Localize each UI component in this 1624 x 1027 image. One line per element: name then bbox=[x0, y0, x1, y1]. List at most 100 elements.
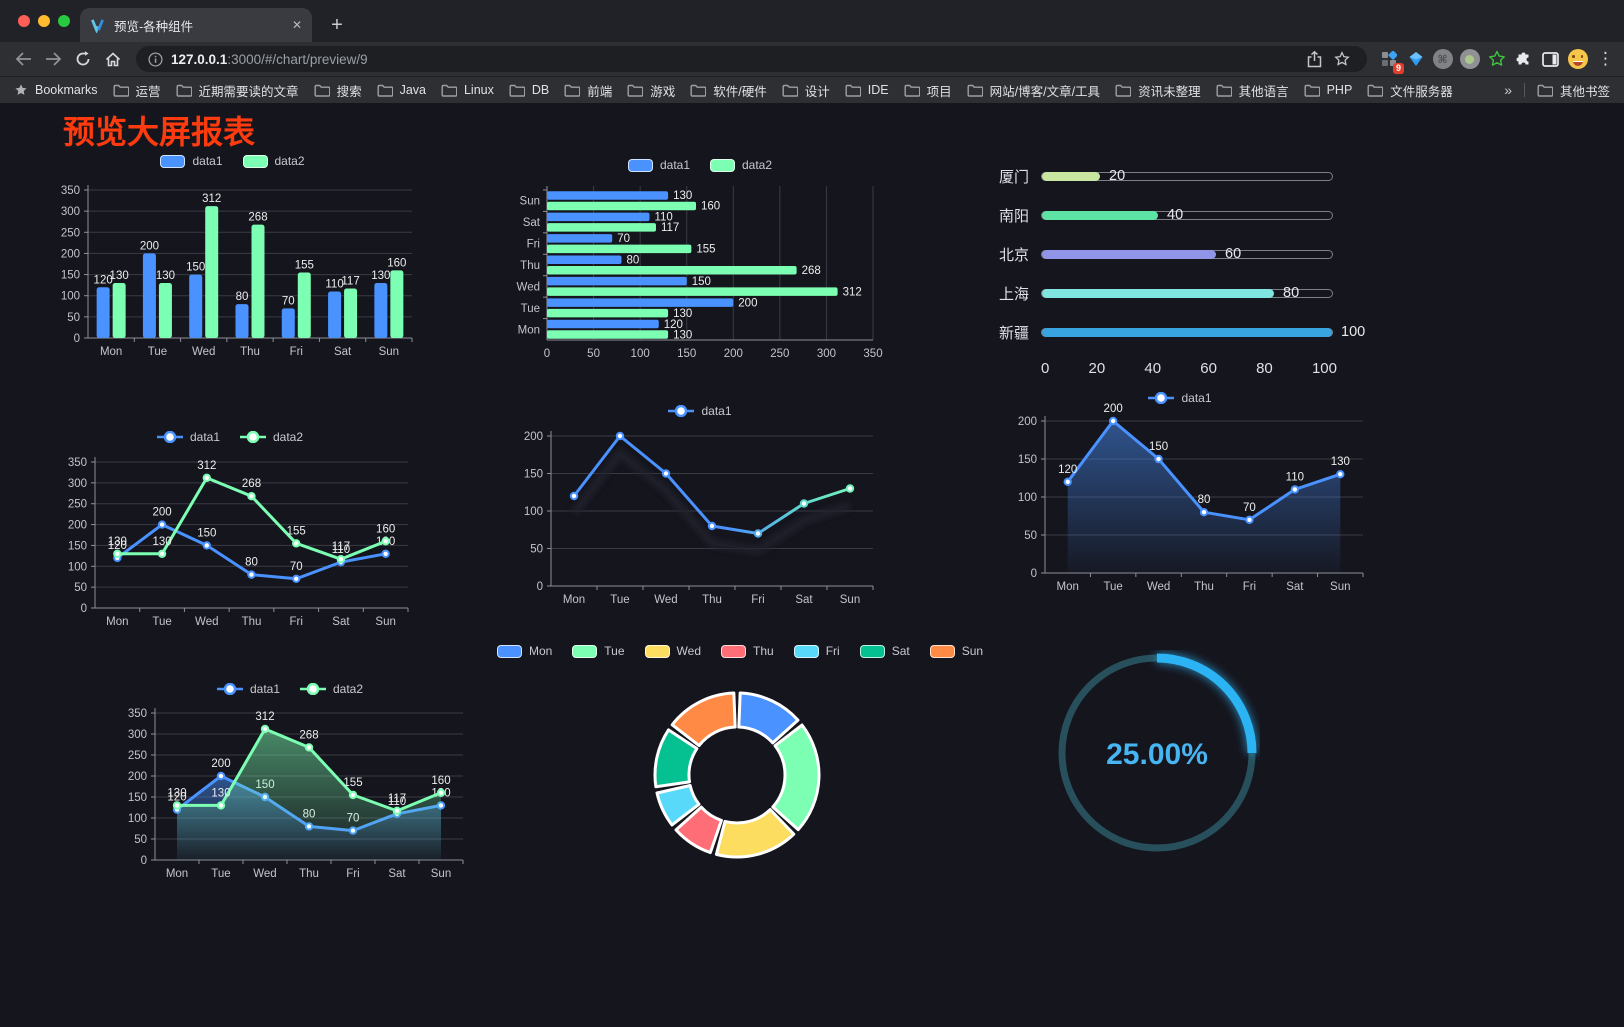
url-text[interactable]: 127.0.0.1:3000/#/chart/preview/9 bbox=[171, 52, 368, 67]
extensions-puzzle-icon[interactable] bbox=[1510, 46, 1537, 73]
legend-item-data1[interactable]: data1 bbox=[627, 158, 690, 172]
bookmark-folder[interactable]: 游戏 bbox=[627, 81, 675, 100]
extension-command-icon[interactable]: ⌘ bbox=[1429, 46, 1456, 73]
point-value-label: 155 bbox=[343, 777, 362, 789]
point-value-label: 268 bbox=[242, 478, 261, 490]
other-bookmarks-folder[interactable]: 其他书签 bbox=[1537, 81, 1610, 100]
legend-item-Thu[interactable]: Thu bbox=[721, 644, 774, 658]
extension-gem-icon[interactable] bbox=[1402, 46, 1429, 73]
back-icon[interactable] bbox=[10, 46, 36, 72]
pie-slice-Mon[interactable] bbox=[737, 691, 800, 745]
legend-item-data1[interactable]: data1 bbox=[668, 404, 732, 418]
y-tick-label: 300 bbox=[61, 206, 80, 218]
legend-line-marker bbox=[300, 683, 326, 695]
bookmark-folder[interactable]: 前端 bbox=[564, 81, 612, 100]
legend-item-data1[interactable]: data1 bbox=[160, 154, 223, 168]
bookmarks-overflow-chevron[interactable]: » bbox=[1504, 82, 1512, 98]
bar-value-label: 120 bbox=[94, 274, 113, 286]
legend-item-data2[interactable]: data2 bbox=[710, 158, 772, 172]
legend-swatch bbox=[496, 644, 522, 658]
new-tab-button[interactable]: + bbox=[331, 13, 343, 36]
legend-item-data1[interactable]: data1 bbox=[156, 430, 220, 444]
bookmark-folder[interactable]: 其他语言 bbox=[1216, 81, 1289, 100]
bookmark-folder[interactable]: 运营 bbox=[113, 81, 161, 100]
bookmark-folder[interactable]: PHP bbox=[1304, 81, 1352, 100]
side-panel-icon[interactable] bbox=[1537, 46, 1564, 73]
legend-item-data2[interactable]: data2 bbox=[242, 154, 305, 168]
bookmark-folder[interactable]: 近期需要读的文章 bbox=[176, 81, 299, 100]
x-tick-label: Sat bbox=[795, 594, 813, 606]
minimize-window-button[interactable] bbox=[38, 15, 50, 27]
bookmark-folder[interactable]: 设计 bbox=[782, 81, 830, 100]
y-tick-label: 100 bbox=[1018, 492, 1037, 504]
point-value-label: 160 bbox=[376, 523, 395, 535]
bookmarks-manager[interactable]: Bookmarks bbox=[14, 83, 98, 97]
legend-item-Wed[interactable]: Wed bbox=[644, 644, 701, 658]
legend-swatch bbox=[572, 644, 598, 658]
x-tick-label: Fri bbox=[290, 616, 303, 628]
bar-value-label: 110 bbox=[325, 278, 343, 290]
legend-item-Sat[interactable]: Sat bbox=[859, 644, 910, 658]
browser-menu-icon[interactable]: ⋮ bbox=[1597, 49, 1614, 68]
bookmark-folder[interactable]: 网站/博客/文章/工具 bbox=[967, 81, 1100, 100]
tab-close-icon[interactable]: ✕ bbox=[291, 18, 302, 32]
bookmark-folder[interactable]: Linux bbox=[441, 81, 494, 100]
hbar-data2 bbox=[547, 330, 669, 339]
legend-item-data2[interactable]: data2 bbox=[300, 682, 363, 696]
maximize-window-button[interactable] bbox=[58, 15, 70, 27]
bar-value-label: 130 bbox=[110, 270, 129, 282]
bookmark-folder[interactable]: 文件服务器 bbox=[1367, 81, 1453, 100]
legend-item-Tue[interactable]: Tue bbox=[572, 644, 625, 658]
bookmark-folder[interactable]: 软件/硬件 bbox=[690, 81, 767, 100]
pie-slice-Wed[interactable] bbox=[714, 808, 796, 859]
bookmark-folder[interactable]: DB bbox=[509, 81, 549, 100]
y-tick-label: 50 bbox=[134, 834, 147, 846]
bar-value-label: 120 bbox=[664, 319, 683, 331]
bookmark-folder[interactable]: 项目 bbox=[904, 81, 952, 100]
legend-item-data1[interactable]: data1 bbox=[1148, 391, 1212, 405]
progress-fill bbox=[1042, 211, 1158, 220]
progress-track: 20 bbox=[1041, 168, 1333, 184]
close-window-button[interactable] bbox=[18, 15, 30, 27]
pie-slice-Sun[interactable] bbox=[670, 691, 737, 748]
bookmark-folder[interactable]: 资讯未整理 bbox=[1115, 81, 1201, 100]
bookmark-folder[interactable]: IDE bbox=[845, 81, 889, 100]
progress-track: 100 bbox=[1041, 324, 1365, 340]
bookmark-star-icon[interactable] bbox=[1328, 46, 1355, 73]
legend-item-Sun[interactable]: Sun bbox=[929, 644, 983, 658]
folder-icon bbox=[441, 84, 457, 97]
point-value-label: 130 bbox=[167, 787, 186, 799]
folder-icon bbox=[1367, 84, 1384, 97]
site-info-icon[interactable] bbox=[148, 51, 163, 67]
progress-value: 60 bbox=[1225, 246, 1242, 262]
legend-swatch bbox=[859, 644, 885, 658]
pie-slice-Tue[interactable] bbox=[771, 723, 821, 832]
address-bar[interactable]: 127.0.0.1:3000/#/chart/preview/9 bbox=[136, 46, 1367, 72]
browser-tab[interactable]: 预览-各种组件 ✕ bbox=[80, 8, 312, 42]
pie-slice-Thu[interactable] bbox=[674, 805, 723, 855]
extension-green-star-icon[interactable] bbox=[1483, 46, 1510, 73]
legend-item-data1[interactable]: data1 bbox=[216, 682, 280, 696]
x-tick-label: Thu bbox=[1194, 581, 1214, 593]
forward-icon[interactable] bbox=[40, 46, 66, 72]
bookmark-folder[interactable]: 搜索 bbox=[314, 81, 362, 100]
extension-grid-icon[interactable]: 9 bbox=[1375, 46, 1404, 74]
x-tick-label: Mon bbox=[100, 346, 122, 358]
legend-item-data2[interactable]: data2 bbox=[240, 430, 303, 444]
data-point bbox=[845, 484, 855, 493]
progress-value: 80 bbox=[1283, 285, 1300, 301]
legend-item-Mon[interactable]: Mon bbox=[496, 644, 552, 658]
bar-value-label: 160 bbox=[701, 201, 720, 213]
point-value-label: 70 bbox=[290, 561, 303, 573]
legend-item-Fri[interactable]: Fri bbox=[793, 644, 840, 658]
reload-icon[interactable] bbox=[70, 46, 96, 72]
share-icon[interactable] bbox=[1301, 46, 1328, 73]
bookmark-folder[interactable]: Java bbox=[377, 81, 426, 100]
pie-slice-Sat[interactable] bbox=[653, 728, 699, 789]
x-tick-label: Sun bbox=[379, 346, 399, 358]
pie-slice-Fri[interactable] bbox=[655, 784, 701, 827]
emoji-extension-icon[interactable] bbox=[1564, 46, 1591, 73]
home-icon[interactable] bbox=[100, 46, 126, 72]
extension-record-icon[interactable] bbox=[1456, 46, 1483, 73]
